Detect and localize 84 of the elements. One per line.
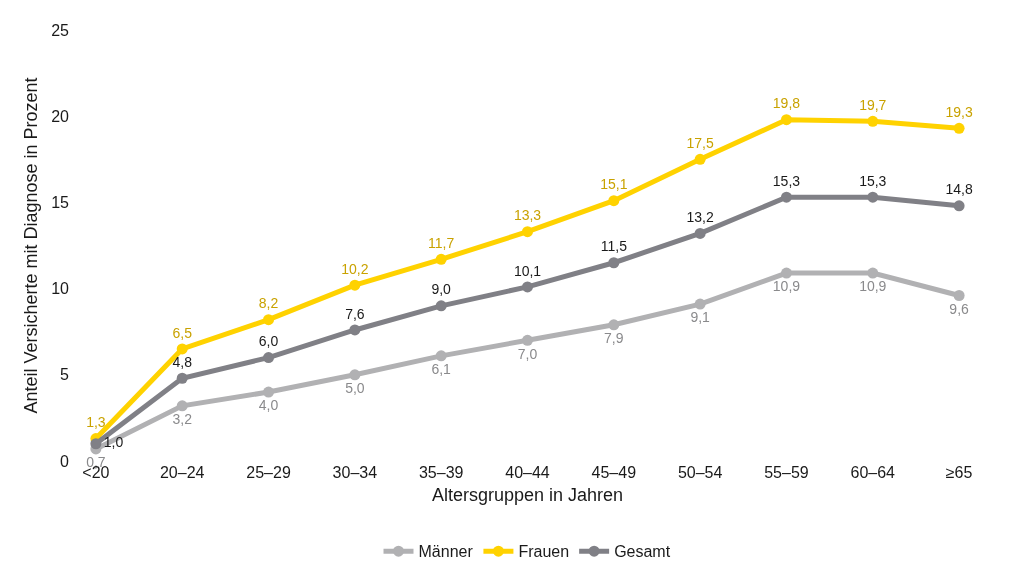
x-tick-label: ≥65 (945, 464, 973, 481)
x-tick-label: 25–29 (246, 464, 291, 481)
data-label: 4,0 (258, 397, 279, 414)
legend-label: Männer (418, 543, 474, 561)
point (176, 372, 188, 384)
y-tick-label: 15 (51, 194, 70, 211)
point (694, 153, 706, 165)
y-tick-label: 20 (51, 107, 70, 125)
point (694, 227, 706, 239)
data-label: 10,9 (772, 278, 801, 295)
data-label: 19,7 (859, 97, 887, 113)
x-tick-label: 50–54 (677, 464, 723, 481)
x-tick-label: 30–34 (332, 464, 378, 481)
point (953, 200, 965, 212)
point (953, 122, 965, 134)
data-label: 10,2 (341, 260, 369, 277)
data-label: 13,2 (686, 209, 714, 226)
data-label: 5,0 (345, 380, 365, 397)
point (90, 438, 102, 450)
point (780, 114, 792, 126)
y-tick-label: 10 (51, 280, 70, 298)
data-label: 15,3 (772, 172, 801, 189)
x-tick-label: 40–44 (505, 464, 550, 481)
point (867, 191, 879, 203)
x-tick-label: 20–24 (159, 464, 205, 481)
data-label: 11,5 (600, 238, 628, 255)
point (263, 352, 275, 364)
x-axis-title: Altersgruppen in Jahren (431, 485, 624, 506)
data-label: 10,1 (513, 262, 542, 279)
data-label: 4,8 (172, 353, 193, 370)
data-label: 10,9 (859, 278, 887, 295)
data-label: 19,8 (772, 95, 801, 112)
point (608, 257, 620, 269)
x-tick-label: 45–49 (591, 464, 637, 481)
x-tick-label: 55–59 (764, 464, 809, 481)
point (435, 300, 447, 312)
y-tick-label: 5 (60, 366, 70, 384)
point (780, 191, 792, 203)
y-axis-title: Anteil Versicherte mit Diagnose in Prozent (21, 77, 42, 414)
legend-label: Gesamt (614, 543, 671, 561)
data-label: 15,3 (859, 172, 887, 189)
data-label: 9,0 (431, 281, 452, 298)
point (435, 350, 447, 362)
x-tick-label: 60–64 (850, 464, 896, 481)
legend-label: Frauen (518, 543, 570, 561)
point (435, 253, 447, 265)
y-tick-label: 25 (51, 21, 70, 39)
point (867, 267, 879, 279)
point (176, 343, 188, 355)
data-label: 17,5 (686, 134, 714, 151)
data-label: 9,1 (690, 309, 711, 326)
point (780, 267, 792, 279)
point (263, 386, 275, 398)
data-label: 13,3 (513, 207, 542, 224)
data-label: 6,0 (258, 333, 279, 350)
point (349, 279, 361, 291)
data-label: 11,7 (428, 234, 455, 251)
point (522, 334, 533, 346)
point (953, 290, 965, 301)
point (349, 324, 361, 336)
point (608, 195, 620, 207)
data-label: 6,1 (431, 361, 452, 378)
data-label: 9,6 (949, 300, 970, 317)
data-label: 14,8 (945, 181, 973, 198)
x-tick-label: 35–39 (418, 464, 464, 481)
data-label: 3,2 (172, 411, 193, 428)
point (867, 115, 879, 127)
point (349, 369, 361, 381)
point (608, 319, 620, 331)
data-label: 1,0 (103, 434, 124, 451)
data-label: 19,3 (945, 103, 973, 120)
point (522, 226, 533, 238)
data-label: 7,6 (345, 305, 365, 322)
point (263, 314, 275, 326)
y-tick-label: 0 (60, 452, 70, 470)
data-label: 8,2 (258, 295, 279, 312)
point (694, 298, 706, 310)
data-label: 15,1 (600, 176, 628, 193)
data-label: 7,9 (604, 330, 624, 347)
point (522, 281, 533, 293)
data-label: 7,0 (517, 345, 538, 362)
data-label: 6,5 (172, 324, 193, 341)
point (176, 400, 188, 412)
data-label: 1,3 (86, 414, 106, 431)
